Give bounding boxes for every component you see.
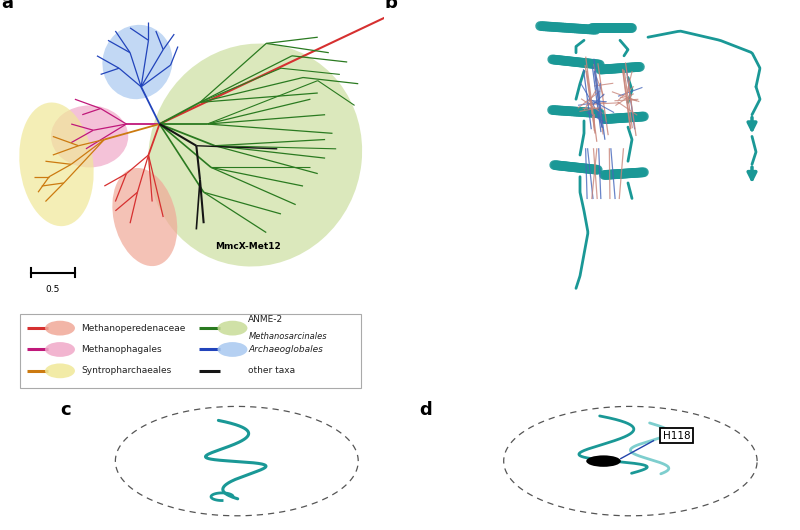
Text: MmcX-Met12: MmcX-Met12 <box>214 242 281 251</box>
Ellipse shape <box>51 105 128 167</box>
Text: d: d <box>419 401 432 419</box>
Text: b: b <box>384 0 397 12</box>
Text: Methanosarcinales: Methanosarcinales <box>248 332 327 341</box>
Text: other taxa: other taxa <box>248 366 295 375</box>
Ellipse shape <box>45 342 75 357</box>
Circle shape <box>586 455 621 467</box>
Text: H118: H118 <box>662 431 690 440</box>
Ellipse shape <box>112 168 178 266</box>
Text: 0.5: 0.5 <box>46 285 60 294</box>
Text: Methanophagales: Methanophagales <box>81 345 162 354</box>
Text: Archaeoglobales: Archaeoglobales <box>248 345 323 354</box>
Ellipse shape <box>218 342 247 357</box>
Ellipse shape <box>102 25 173 99</box>
Ellipse shape <box>19 102 94 226</box>
Ellipse shape <box>218 321 247 335</box>
FancyBboxPatch shape <box>19 314 361 388</box>
Text: ANME-2: ANME-2 <box>248 315 283 324</box>
Ellipse shape <box>45 364 75 378</box>
Text: a: a <box>2 0 14 12</box>
Text: Methanoperedenaceae: Methanoperedenaceae <box>81 324 186 333</box>
Text: c: c <box>60 401 70 419</box>
Text: Syntropharchaeales: Syntropharchaeales <box>81 366 171 375</box>
Ellipse shape <box>45 321 75 335</box>
Ellipse shape <box>148 43 362 267</box>
